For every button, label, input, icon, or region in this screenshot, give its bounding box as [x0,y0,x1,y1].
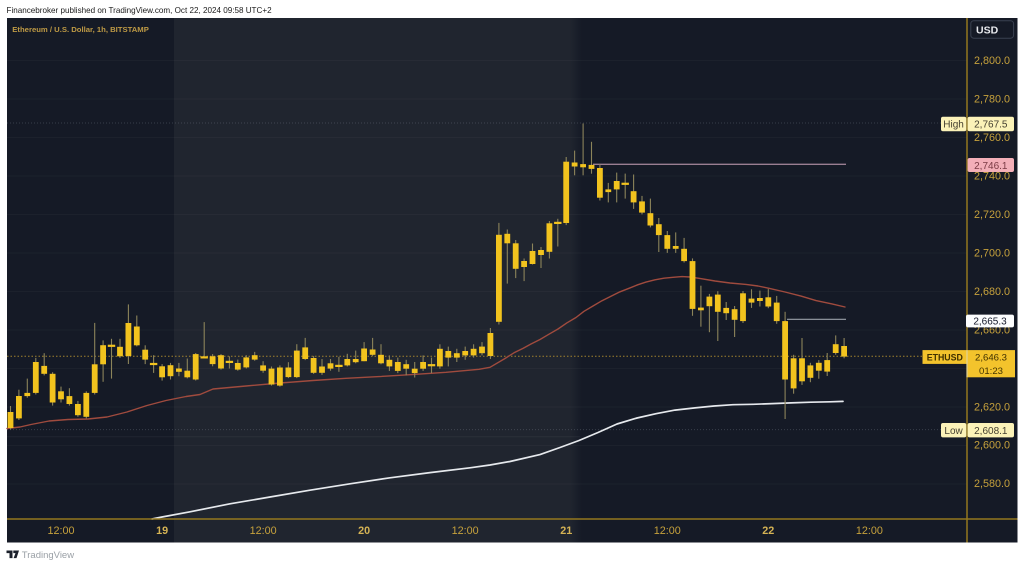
svg-text:12:00: 12:00 [47,525,74,537]
svg-text:USD: USD [976,25,999,37]
svg-text:2,740.0: 2,740.0 [974,171,1010,183]
svg-text:2,720.0: 2,720.0 [974,209,1010,221]
svg-text:2,767.5: 2,767.5 [974,120,1008,131]
svg-text:ETHUSD: ETHUSD [927,352,963,362]
svg-text:22: 22 [762,525,774,537]
svg-text:21: 21 [560,525,572,537]
svg-text:20: 20 [358,525,370,537]
svg-text:Low: Low [944,426,963,437]
svg-text:2,608.1: 2,608.1 [974,426,1008,437]
svg-text:2,760.0: 2,760.0 [974,132,1010,144]
svg-text:2,660.0: 2,660.0 [974,325,1010,337]
svg-text:2,580.0: 2,580.0 [974,478,1010,490]
svg-text:TradingView: TradingView [22,550,74,561]
svg-text:2,700.0: 2,700.0 [974,248,1010,260]
svg-text:2,646.3: 2,646.3 [975,353,1007,364]
svg-text:19: 19 [156,525,168,537]
svg-text:12:00: 12:00 [250,525,277,537]
svg-text:12:00: 12:00 [452,525,479,537]
svg-text:Ethereum / U.S. Dollar, 1h, BI: Ethereum / U.S. Dollar, 1h, BITSTAMP [12,25,149,34]
svg-text:12:00: 12:00 [654,525,681,537]
svg-text:12:00: 12:00 [856,525,883,537]
svg-text:2,800.0: 2,800.0 [974,55,1010,67]
svg-text:Financebroker published on Tra: Financebroker published on TradingView.c… [7,6,273,15]
svg-text:01:23: 01:23 [979,366,1003,377]
svg-text:High: High [943,120,964,131]
svg-text:2,620.0: 2,620.0 [974,402,1010,414]
svg-text:2,680.0: 2,680.0 [974,286,1010,298]
svg-text:2,665.3: 2,665.3 [973,317,1007,328]
svg-text:2,746.1: 2,746.1 [974,161,1008,172]
svg-text:2,780.0: 2,780.0 [974,94,1010,106]
svg-text:2,600.0: 2,600.0 [974,440,1010,452]
